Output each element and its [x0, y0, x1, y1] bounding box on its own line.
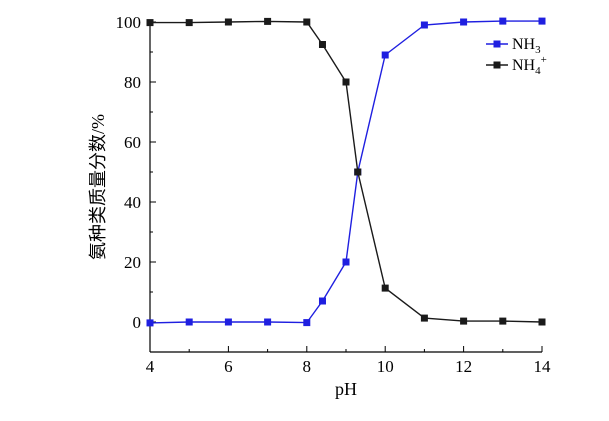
data-point	[420, 314, 428, 322]
data-point	[303, 319, 311, 327]
legend-label: NH3	[512, 36, 541, 56]
data-point	[146, 319, 154, 327]
data-point	[420, 21, 428, 29]
data-point	[264, 17, 272, 25]
x-tick-label: 14	[534, 357, 552, 376]
x-tick-label: 8	[303, 357, 312, 376]
data-point	[460, 317, 468, 325]
data-point	[303, 18, 311, 26]
x-tick-label: 12	[455, 357, 472, 376]
y-tick-label: 60	[124, 133, 141, 152]
y-tick-label: 40	[124, 193, 141, 212]
y-tick-label: 100	[116, 13, 142, 32]
legend-marker	[493, 61, 501, 69]
x-tick-label: 4	[146, 357, 155, 376]
data-point	[185, 318, 193, 326]
axes: 4 6 8 10 12 14 0 20 40 60 80 100	[116, 13, 552, 376]
data-point	[224, 318, 232, 326]
data-point	[460, 18, 468, 26]
data-point	[354, 168, 362, 176]
series-layer	[146, 17, 546, 327]
x-axis-title: pH	[335, 379, 357, 399]
data-point	[538, 17, 546, 25]
x-tick-label: 10	[377, 357, 394, 376]
legend-item: NH3	[486, 36, 541, 56]
legend-marker	[493, 40, 501, 48]
y-tick-label: 80	[124, 73, 141, 92]
data-point	[342, 258, 350, 266]
legend-item: NH4+	[486, 54, 547, 77]
y-tick-label: 20	[124, 253, 141, 272]
data-point	[318, 41, 326, 48]
series-nh3	[146, 17, 546, 327]
legend-label: NH4+	[512, 54, 547, 77]
data-point	[381, 51, 389, 59]
data-point	[264, 318, 272, 326]
series-line	[149, 20, 542, 324]
y-axis-title: 氨种类质量分数/%	[88, 114, 108, 260]
data-point	[538, 318, 546, 326]
series-line	[150, 20, 543, 323]
data-point	[185, 19, 193, 27]
data-point	[342, 78, 350, 86]
data-point	[499, 17, 507, 25]
data-point	[381, 284, 389, 292]
y-tick-label: 0	[133, 313, 142, 332]
data-point	[318, 297, 326, 305]
data-point	[146, 19, 154, 27]
data-point	[499, 317, 507, 325]
x-tick-label: 6	[224, 357, 233, 376]
data-point	[224, 18, 232, 26]
series-nh4-plus	[146, 17, 546, 326]
